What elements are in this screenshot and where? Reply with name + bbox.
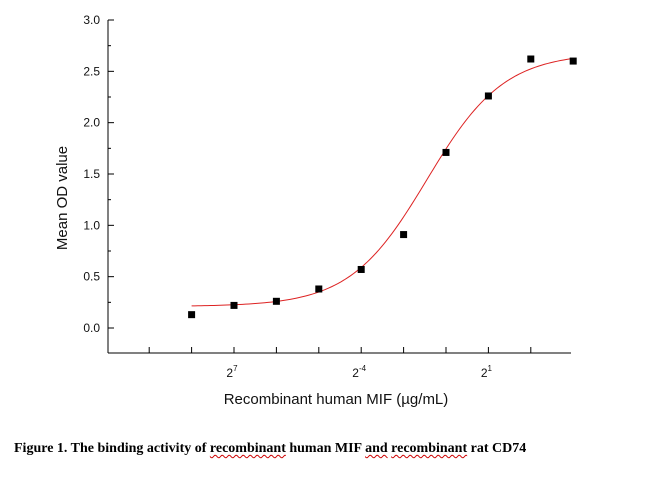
caption-term-recombinant-2: recombinant	[391, 441, 468, 456]
y-tick-label: 2.0	[83, 116, 100, 130]
y-tick-label: 1.5	[83, 167, 100, 181]
x-axis: 27 2-4 21	[108, 347, 571, 380]
x-tick-label: 27	[226, 364, 238, 380]
fit-curve-line	[191, 57, 574, 307]
data-point	[357, 265, 365, 273]
caption-middle: human MIF	[285, 441, 366, 456]
data-point	[569, 57, 577, 65]
data-point	[527, 55, 535, 63]
x-tick-label: 21	[481, 364, 493, 380]
data-point	[188, 311, 196, 319]
y-tick-label: 0.5	[83, 270, 100, 284]
fit-curve-layer	[191, 57, 574, 307]
data-point	[442, 148, 450, 156]
y-tick-label: 1.0	[83, 218, 100, 232]
data-point	[230, 301, 238, 309]
data-point	[400, 231, 408, 239]
data-point	[272, 297, 280, 305]
y-axis-title: Mean OD value	[54, 146, 71, 250]
caption-suffix: rat CD74	[467, 441, 527, 456]
binding-activity-chart: 0.0 0.5 1.0 1.5 2.0 2.5 3.0 27 2-4 21 Mean OD va…	[54, 13, 577, 408]
caption-term-recombinant-1: recombinant	[209, 441, 286, 456]
caption-prefix: Figure 1. The binding activity of	[14, 441, 210, 456]
y-tick-label: 0.0	[83, 321, 100, 335]
figure-caption: Figure 1. The binding activity of recomb…	[14, 441, 644, 457]
data-points-layer	[188, 55, 577, 319]
data-point	[484, 92, 492, 100]
data-point	[315, 285, 323, 293]
y-axis: 0.0 0.5 1.0 1.5 2.0 2.5 3.0	[83, 13, 114, 353]
x-axis-title: Recombinant human MIF (µg/mL)	[224, 391, 449, 408]
caption-connector: and	[365, 441, 388, 456]
y-tick-label: 3.0	[83, 13, 100, 27]
y-tick-label: 2.5	[83, 64, 100, 78]
x-tick-label: 2-4	[352, 364, 366, 380]
